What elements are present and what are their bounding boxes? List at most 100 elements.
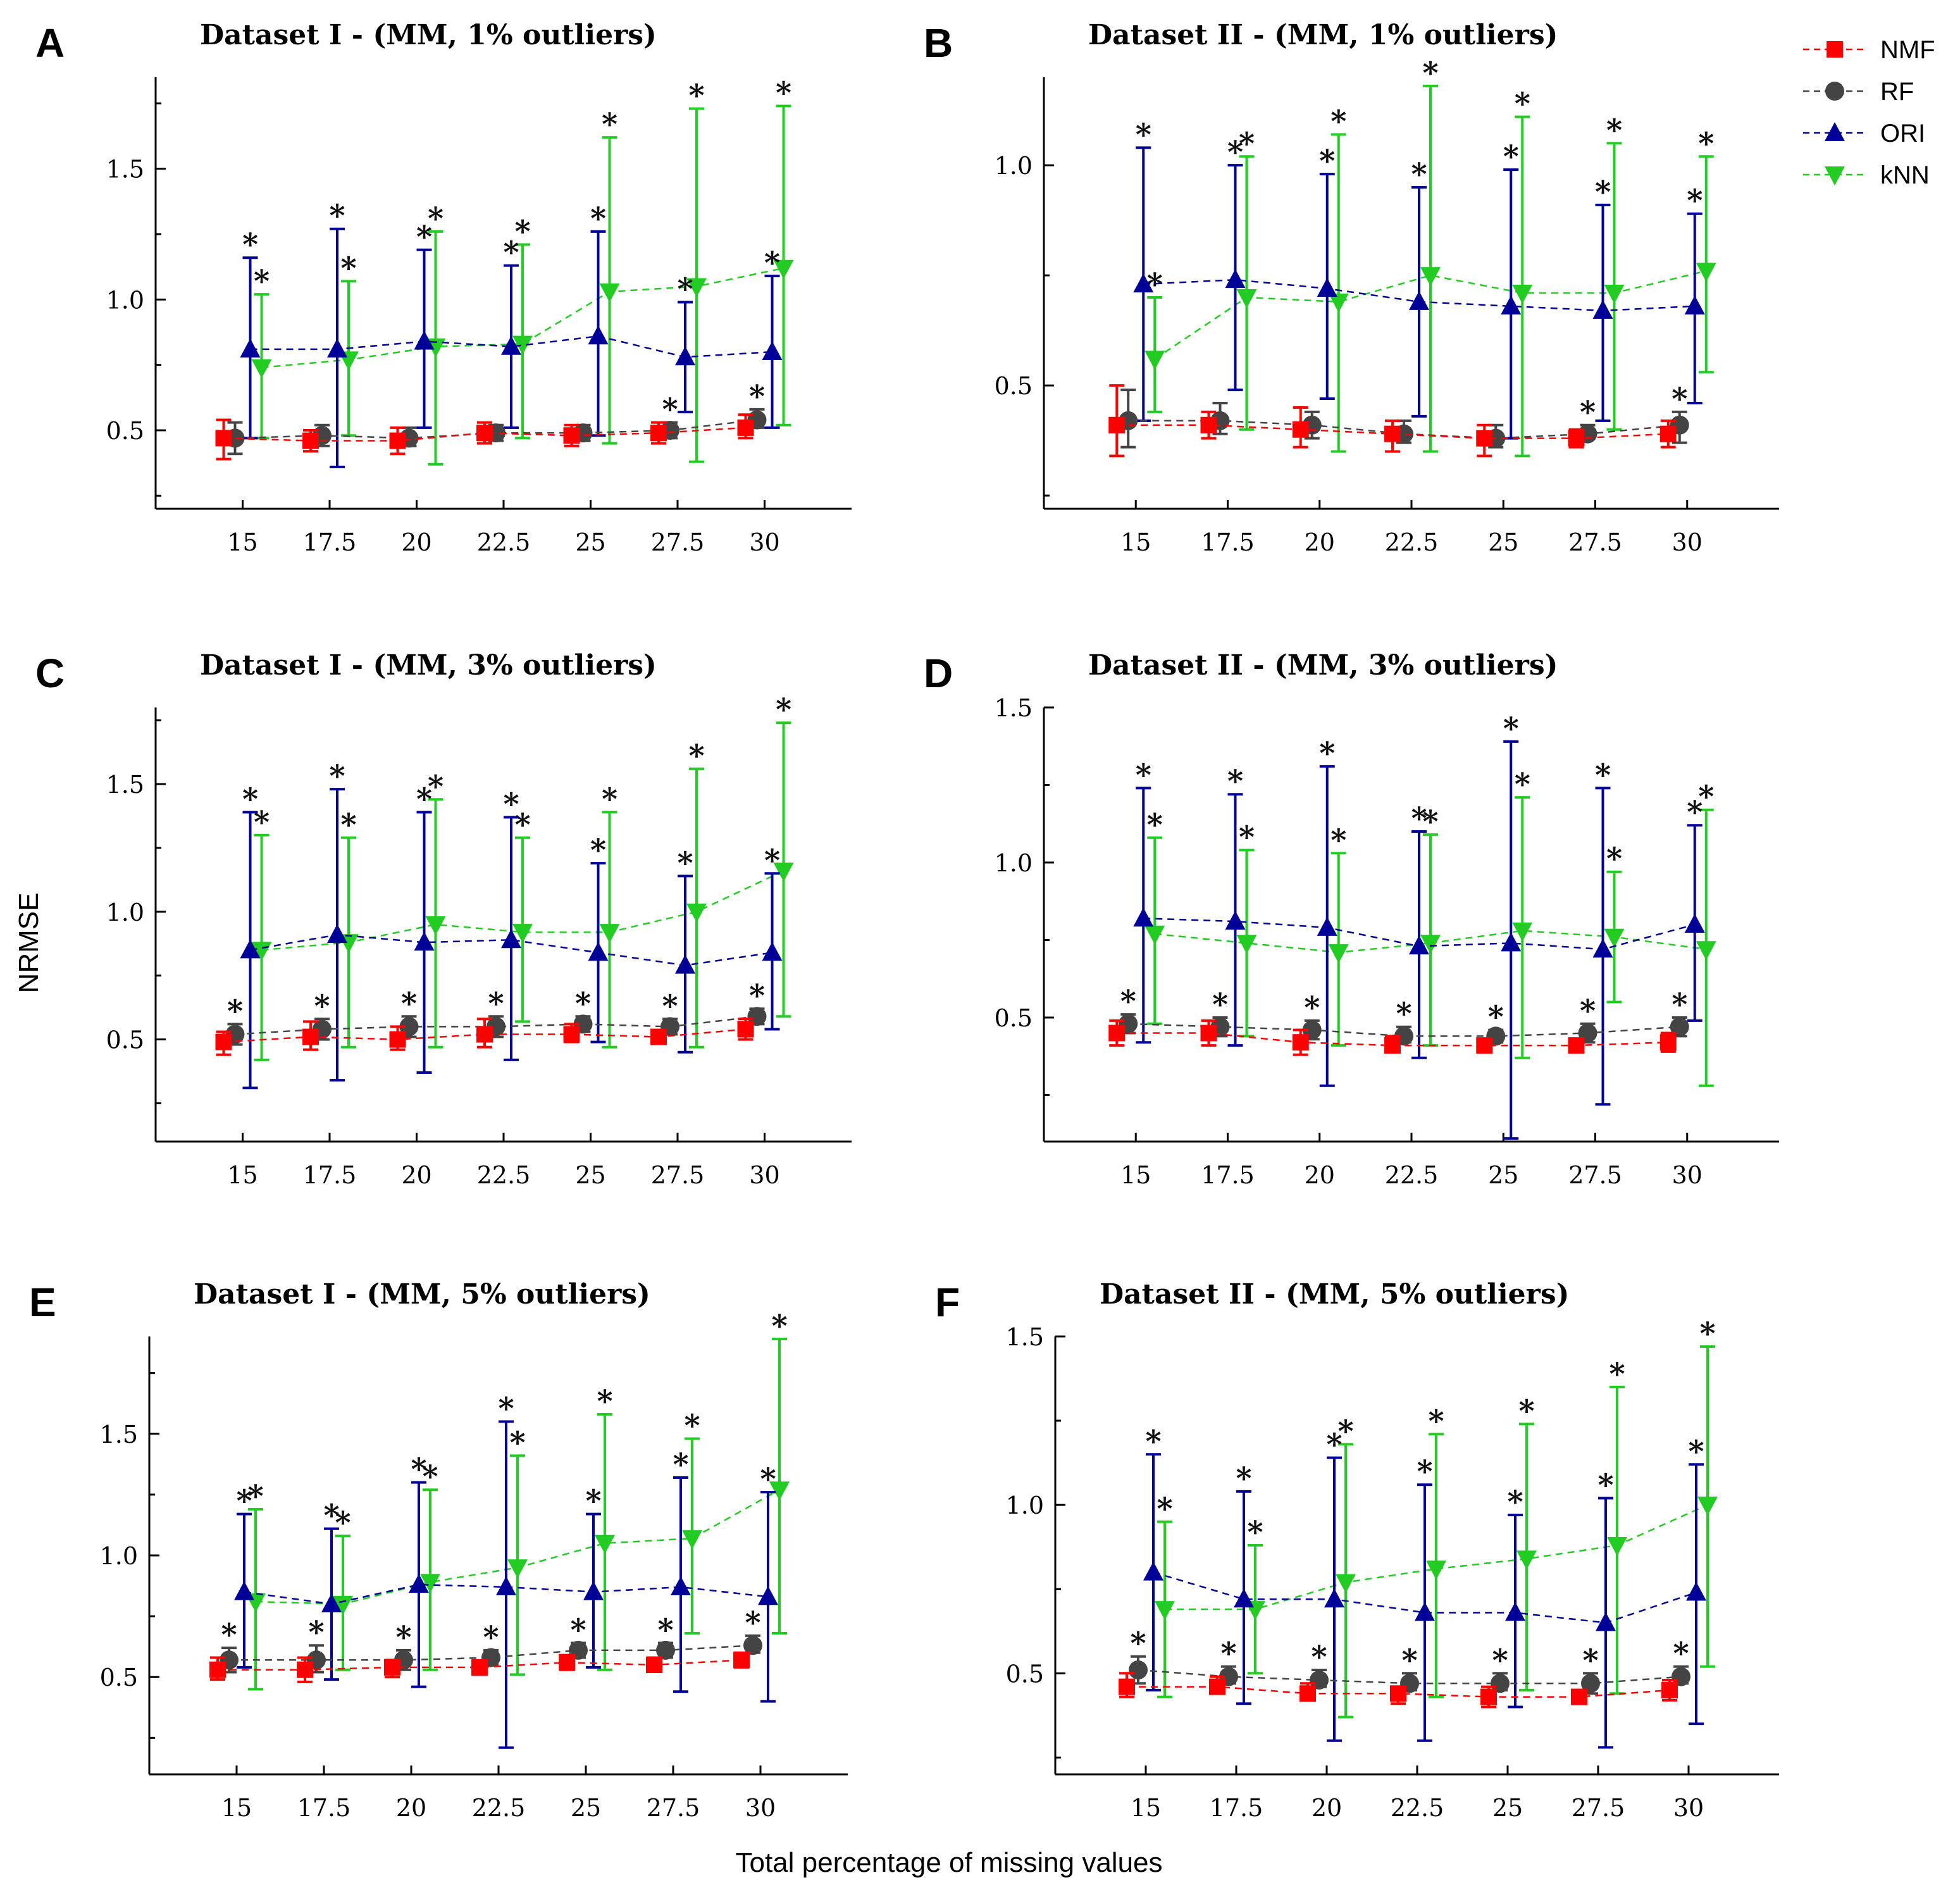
significance-star: * <box>1687 184 1703 219</box>
data-point <box>1317 916 1337 936</box>
data-point <box>1236 935 1257 954</box>
series-knn: ******* <box>251 75 794 466</box>
y-tick-label: 0.5 <box>106 417 144 445</box>
significance-star: * <box>1606 842 1622 877</box>
significance-star: * <box>1220 1636 1236 1672</box>
data-point <box>1696 941 1716 961</box>
significance-star: * <box>1698 126 1714 161</box>
data-point <box>1420 267 1441 287</box>
data-point <box>743 1636 762 1655</box>
data-point <box>737 419 754 436</box>
significance-star: * <box>1582 1643 1598 1678</box>
significance-star: * <box>1411 157 1427 192</box>
data-point <box>650 425 667 442</box>
data-point <box>1336 1574 1356 1593</box>
data-point <box>563 427 580 444</box>
data-point <box>583 1581 604 1600</box>
series-knn: * * * * * * * <box>1144 56 1716 458</box>
legend-label: NMF <box>1880 36 1935 64</box>
significance-star: * <box>1330 823 1346 858</box>
legend-label: ORI <box>1880 120 1925 147</box>
x-tick-label: 15 <box>227 528 257 556</box>
data-point <box>686 278 707 297</box>
panel-letter: B <box>924 20 953 66</box>
x-tick-label: 25 <box>1492 1794 1523 1822</box>
series-ori: ******* <box>240 199 783 468</box>
series-ori: ******* <box>1133 711 1705 1140</box>
significance-star: * <box>688 78 704 114</box>
significance-star: * <box>1227 135 1243 170</box>
significance-star: * <box>684 1408 700 1443</box>
significance-star: * <box>764 246 780 281</box>
significance-star: * <box>314 988 330 1024</box>
significance-star: * <box>503 787 519 823</box>
data-point <box>389 1031 406 1048</box>
x-tick-label: 25 <box>575 528 605 556</box>
significance-star: * <box>1311 1640 1327 1675</box>
significance-star: * <box>1672 987 1687 1023</box>
significance-star: * <box>498 1392 514 1427</box>
significance-star: * <box>1239 819 1255 855</box>
significance-star: * <box>1688 1434 1704 1469</box>
significance-star: * <box>657 1612 673 1648</box>
significance-star: * <box>1422 804 1438 840</box>
x-tick-label: 22.5 <box>477 1161 531 1189</box>
data-point <box>512 924 533 944</box>
x-tick-label: 27.5 <box>647 1794 700 1822</box>
data-point <box>1426 1560 1446 1580</box>
data-point <box>496 1576 516 1595</box>
data-point <box>1384 1037 1401 1054</box>
significance-star: * <box>1518 1393 1534 1429</box>
significance-star: * <box>1503 139 1519 175</box>
legend-item-knn: kNN <box>1803 161 1930 189</box>
significance-star: * <box>1673 1636 1689 1672</box>
series-ori: ******* <box>234 1392 778 1749</box>
significance-star: * <box>340 807 356 843</box>
x-tick-label: 30 <box>1673 1794 1704 1822</box>
data-point <box>1659 1034 1677 1051</box>
panels: A Dataset I - (MM, 1% outliers) 0.5 1.0 1.5 1… <box>29 19 1779 1822</box>
data-point <box>656 1640 675 1660</box>
series-ori: ******* <box>1133 117 1705 440</box>
x-tick-label: 30 <box>749 1161 779 1189</box>
x-tick-label: 20 <box>396 1794 426 1822</box>
data-point <box>321 1593 342 1612</box>
significance-star: * <box>1157 1492 1172 1527</box>
significance-star: * <box>749 379 765 414</box>
x-tick-label: 27.5 <box>1568 1161 1622 1189</box>
data-point <box>1143 1561 1163 1581</box>
series-rf: * * * * * * * <box>220 1605 762 1674</box>
y-tick-label: 0.5 <box>1006 1660 1044 1688</box>
x-tick-label: 20 <box>1305 528 1335 556</box>
y-tick-label: 1.0 <box>100 1542 138 1570</box>
y-tick-label: 1.0 <box>106 899 144 926</box>
y-tick-label: 1.5 <box>100 1421 138 1448</box>
data-point <box>1501 932 1522 952</box>
series-rf: * * * * * * * <box>225 978 767 1046</box>
data-point <box>327 924 347 944</box>
data-point <box>333 1595 353 1615</box>
x-tick-label: 30 <box>749 528 779 556</box>
significance-star: * <box>1580 395 1596 430</box>
data-point <box>599 283 620 302</box>
significance-star: * <box>428 769 443 804</box>
data-point <box>1317 278 1337 297</box>
data-point <box>1328 944 1349 964</box>
data-point <box>1310 1670 1329 1690</box>
y-tick-label: 1.0 <box>995 849 1033 877</box>
significance-star: * <box>1326 1428 1342 1463</box>
significance-star: * <box>335 1505 350 1541</box>
x-tick-label: 15 <box>227 1161 257 1189</box>
significance-star: * <box>570 1612 586 1648</box>
data-point <box>1517 1550 1537 1570</box>
data-point <box>559 1654 575 1671</box>
data-point <box>471 1659 488 1676</box>
data-point <box>1144 925 1165 945</box>
significance-star: * <box>1401 1643 1417 1678</box>
significance-star: * <box>776 75 791 111</box>
significance-star: * <box>662 988 678 1024</box>
data-point <box>773 259 794 279</box>
data-point <box>389 432 406 449</box>
x-tick-label: 17.5 <box>303 1161 357 1189</box>
significance-star: * <box>1319 144 1335 179</box>
